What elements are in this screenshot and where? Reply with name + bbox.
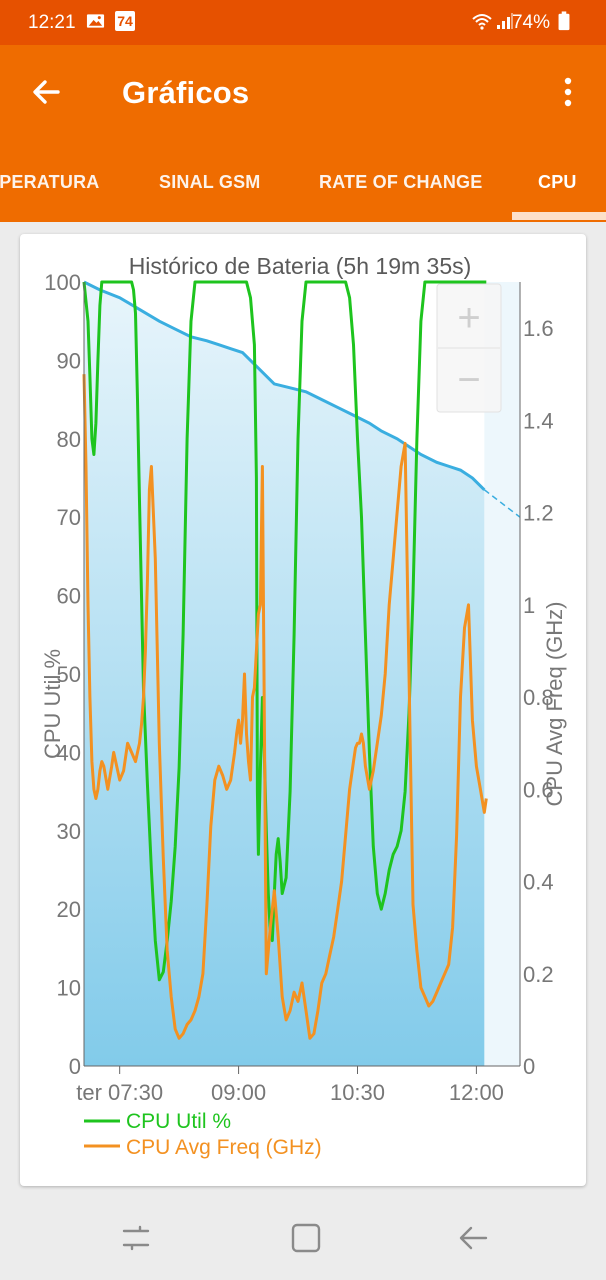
status-time: 12:21 [28, 12, 76, 33]
y-tick-right-label: 1.4 [523, 408, 554, 433]
y-tick-left-label: 0 [69, 1054, 81, 1079]
y-tick-right-label: 0.6 [523, 777, 554, 802]
tab-cpu[interactable]: CPU [538, 172, 577, 192]
back-icon[interactable] [454, 1218, 494, 1258]
y-tick-right-label: 1.2 [523, 501, 554, 526]
status-bar: 12:21 74 74% [0, 0, 606, 45]
zoom-controls: + − [436, 283, 502, 413]
y-tick-left-label: 10 [57, 976, 81, 1001]
tab-temperatura[interactable]: IPERATURA [0, 172, 100, 192]
notification-badge-icon: 74 [115, 11, 135, 31]
page-title: Gráficos [122, 75, 250, 110]
y-tick-left-label: 40 [57, 740, 81, 765]
tab-indicator [512, 212, 606, 220]
y-tick-left-label: 70 [57, 505, 81, 530]
cpu-util-line [82, 280, 487, 982]
more-vert-icon[interactable] [556, 75, 580, 109]
x-tick-label: 09:00 [211, 1080, 266, 1105]
battery-icon [558, 11, 570, 31]
recent-apps-icon[interactable] [116, 1218, 156, 1258]
y-tick-right-label: 0.4 [523, 870, 554, 895]
legend-label-cpu-util: CPU Util % [126, 1110, 231, 1133]
y-axis-left-title: CPU Util % [40, 649, 65, 759]
x-tick-label: 10:30 [330, 1080, 385, 1105]
cpu-chart[interactable]: 0 10 20 30 40 50 60 70 80 90 100 0 0.2 0.4 0.6 0.8 1 1.2 1… [20, 234, 586, 1186]
nav-bar [0, 1198, 606, 1280]
y-tick-right-label: 0.2 [523, 962, 554, 987]
y-tick-left-label: 100 [44, 270, 81, 295]
battery-percent: 74% [511, 12, 550, 33]
y-axis-right-title: CPU Avg Freq (GHz) [542, 602, 567, 807]
app-bar: Gráficos [0, 45, 606, 145]
legend-label-cpu-freq: CPU Avg Freq (GHz) [126, 1136, 322, 1159]
signal-icon [497, 13, 513, 29]
battery-area [84, 282, 485, 1066]
y-tick-left-label: 20 [57, 897, 81, 922]
gallery-notification-icon [86, 14, 105, 28]
y-tick-left-label: 50 [57, 662, 81, 687]
cpu-freq-line [82, 374, 488, 1040]
y-tick-left-label: 90 [57, 348, 81, 373]
tab-rate-of-change[interactable]: RATE OF CHANGE [319, 172, 483, 192]
y-tick-right-label: 1 [523, 593, 535, 618]
zoom-out-button[interactable]: − [457, 358, 480, 402]
wifi-icon [472, 14, 492, 30]
y-tick-right-label: 0 [523, 1054, 535, 1079]
y-tick-right-label: 1.6 [523, 316, 554, 341]
chart-legend: CPU Util % CPU Avg Freq (GHz) [84, 1110, 322, 1159]
y-tick-left-label: 60 [57, 584, 81, 609]
chart-title: Histórico de Bateria (5h 19m 35s) [129, 253, 472, 279]
battery-projection-line [483, 489, 521, 518]
zoom-in-button[interactable]: + [457, 296, 480, 340]
x-tick-label: 12:00 [449, 1080, 504, 1105]
future-region [484, 282, 520, 1066]
battery-line [83, 280, 486, 491]
chart-card: 0 10 20 30 40 50 60 70 80 90 100 0 0.2 0.4 0.6 0.8 1 1.2 1… [20, 234, 586, 1186]
x-tick-label: ter 07:30 [76, 1080, 163, 1105]
tab-sinal-gsm[interactable]: SINAL GSM [159, 172, 261, 192]
tab-bar: IPERATURA SINAL GSM RATE OF CHANGE CPU [0, 145, 606, 222]
y-tick-left-label: 80 [57, 427, 81, 452]
y-tick-right-label: 0.8 [523, 685, 554, 710]
home-icon[interactable] [285, 1218, 325, 1258]
arrow-left-icon[interactable] [30, 75, 64, 109]
y-tick-left-label: 30 [57, 819, 81, 844]
